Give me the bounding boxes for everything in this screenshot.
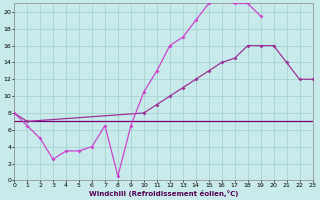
X-axis label: Windchill (Refroidissement éolien,°C): Windchill (Refroidissement éolien,°C) [89, 190, 238, 197]
